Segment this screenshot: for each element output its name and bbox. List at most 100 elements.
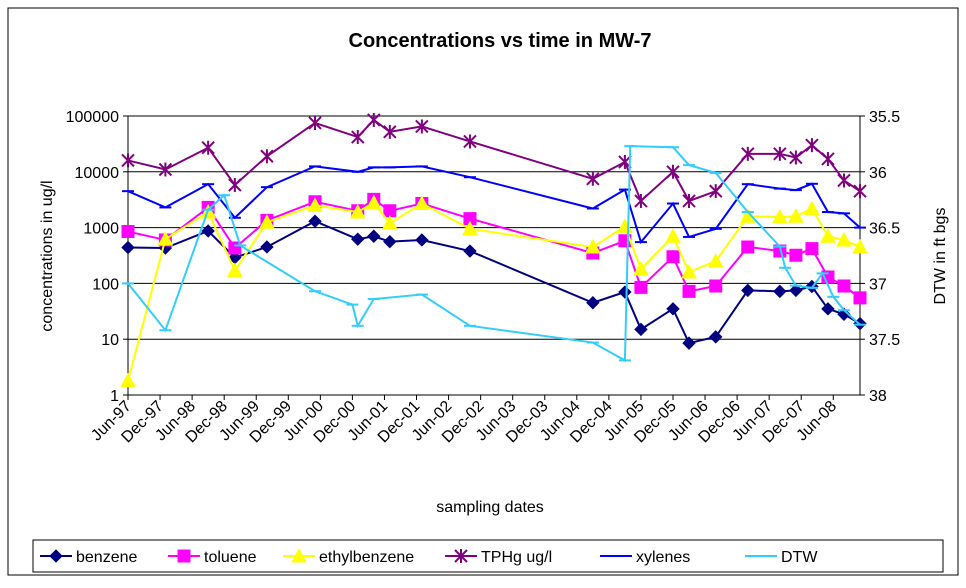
data-point xyxy=(228,178,242,193)
data-point xyxy=(821,151,835,166)
data-point xyxy=(773,244,787,258)
data-point xyxy=(462,220,478,236)
y-tick-label: 100 xyxy=(92,276,119,293)
data-point xyxy=(618,285,632,299)
data-point xyxy=(788,208,804,223)
data-point xyxy=(463,134,477,149)
data-point xyxy=(804,200,820,215)
y2-tick-label: 38 xyxy=(869,388,887,405)
legend-marker xyxy=(49,549,63,563)
data-point xyxy=(157,231,174,246)
data-point xyxy=(415,119,429,134)
data-point xyxy=(585,238,601,254)
legend-label: TPHg ug/l xyxy=(481,549,552,566)
data-point xyxy=(821,302,835,316)
data-point xyxy=(308,214,322,228)
data-point xyxy=(773,146,787,161)
y2-tick-label: 37.5 xyxy=(869,332,900,349)
data-point xyxy=(682,284,696,298)
data-point xyxy=(682,193,696,208)
data-point xyxy=(634,193,648,208)
data-point xyxy=(383,234,397,249)
y2-tick-label: 37 xyxy=(869,276,887,293)
data-point xyxy=(463,212,477,226)
data-point xyxy=(789,248,803,262)
data-point xyxy=(120,372,136,388)
y-tick-label: 1 xyxy=(110,388,119,405)
data-point xyxy=(365,194,382,210)
data-point xyxy=(852,238,868,254)
data-point xyxy=(227,262,243,278)
data-point xyxy=(586,296,600,310)
y-tick-label: 100000 xyxy=(66,109,119,126)
legend-label: benzene xyxy=(76,549,137,566)
series-line xyxy=(127,165,861,245)
data-point xyxy=(121,153,135,168)
legend-marker xyxy=(454,549,468,563)
y-axis-label: concentrations in ug/l xyxy=(39,180,56,331)
data-point xyxy=(634,322,648,337)
data-point xyxy=(837,279,851,293)
data-point xyxy=(666,164,680,179)
data-point xyxy=(383,204,397,218)
y-tick-label: 10000 xyxy=(75,165,120,182)
data-point xyxy=(709,279,723,293)
data-point xyxy=(837,307,851,321)
y-tick-label: 10 xyxy=(101,332,119,349)
data-point xyxy=(158,162,173,177)
data-point xyxy=(367,112,381,127)
data-point xyxy=(260,240,274,254)
data-point xyxy=(707,253,724,268)
data-point xyxy=(351,232,365,246)
data-point xyxy=(349,203,366,219)
y2-tick-label: 36 xyxy=(869,165,887,182)
data-point xyxy=(586,171,600,186)
data-point xyxy=(351,130,365,145)
y2-tick-label: 35.5 xyxy=(869,109,900,126)
data-point xyxy=(666,250,680,264)
legend-marker xyxy=(291,547,307,563)
data-point xyxy=(201,224,215,238)
data-point xyxy=(853,184,867,199)
data-point xyxy=(381,215,398,230)
data-point xyxy=(383,124,397,139)
data-point xyxy=(772,208,788,224)
y2-tick-label: 36.5 xyxy=(869,221,900,238)
data-point xyxy=(666,302,680,316)
data-point xyxy=(463,244,477,258)
data-point xyxy=(414,195,430,211)
legend-label: xylenes xyxy=(636,549,690,566)
chart-title: Concentrations vs time in MW-7 xyxy=(349,30,652,52)
data-point xyxy=(805,138,819,153)
data-point xyxy=(665,228,681,243)
data-point xyxy=(633,261,649,276)
data-point xyxy=(741,240,755,254)
data-point xyxy=(681,263,697,279)
y2-axis-label: DTW in ft bgs xyxy=(932,208,949,305)
data-point xyxy=(789,283,803,298)
data-point xyxy=(789,150,803,165)
x-axis-label: sampling dates xyxy=(436,499,544,516)
data-point xyxy=(837,173,851,188)
data-point xyxy=(820,228,836,243)
data-point xyxy=(415,233,429,247)
y-tick-label: 1000 xyxy=(83,221,119,238)
data-point xyxy=(709,184,723,199)
legend-label: ethylbenzene xyxy=(319,549,414,566)
data-point xyxy=(773,284,787,299)
data-point xyxy=(260,149,274,164)
legend-label: toluene xyxy=(204,549,257,566)
data-point xyxy=(307,197,323,212)
data-point xyxy=(121,225,135,239)
data-point xyxy=(709,330,723,344)
data-point xyxy=(805,242,819,256)
legend-label: DTW xyxy=(781,549,818,566)
data-point xyxy=(741,146,755,161)
data-point xyxy=(853,291,867,305)
data-point xyxy=(259,214,275,229)
data-point xyxy=(121,240,135,255)
data-point xyxy=(836,231,852,247)
data-point xyxy=(741,283,755,298)
